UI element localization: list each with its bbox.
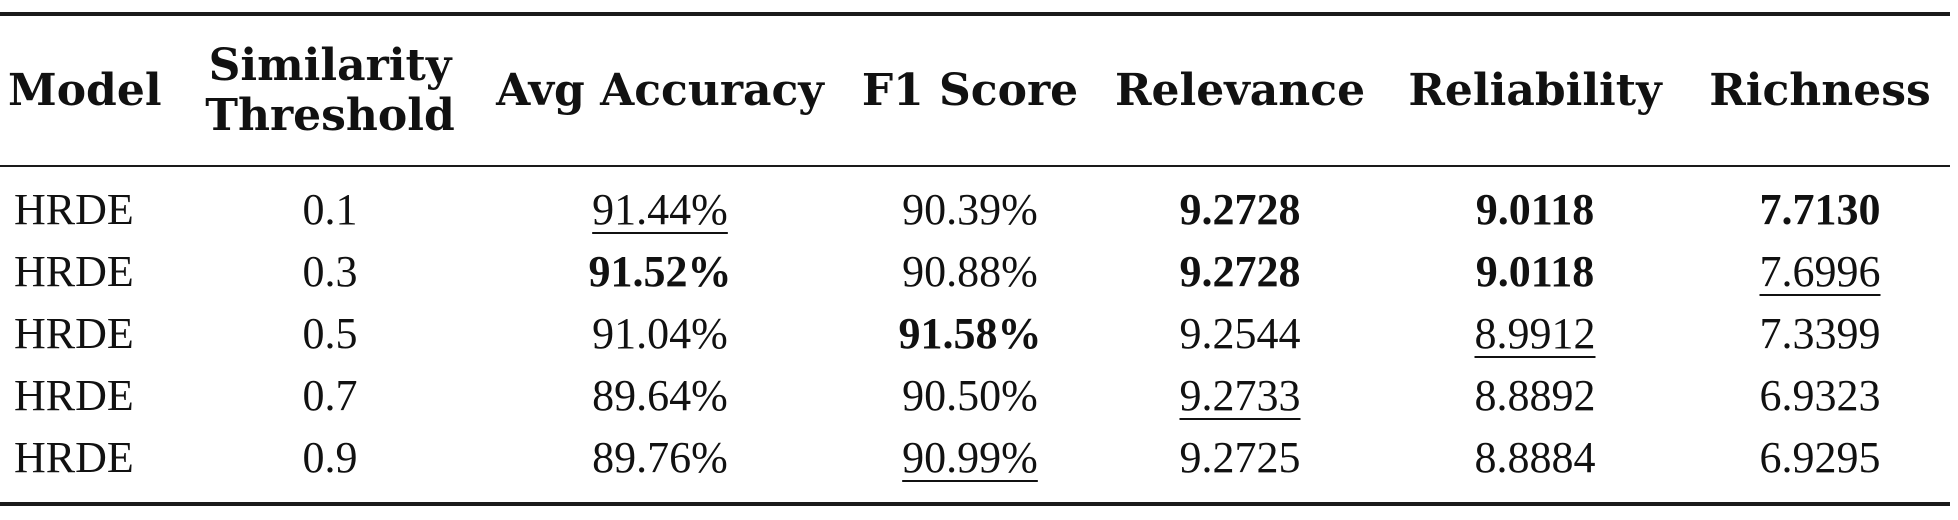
row2-threshold: 0.3 [302,246,358,296]
row1-richness: 7.7130 [1759,184,1881,234]
row4-model: HRDE [14,370,134,420]
top-rule [0,12,1950,16]
row4-richness: 6.9323 [1759,370,1881,420]
header-model: Model [8,65,162,116]
row3-f1: 91.58% [898,308,1042,358]
row4-f1: 90.50% [902,370,1038,420]
header-rule [0,165,1950,167]
row4-avg-accuracy: 89.64% [592,370,728,420]
row2-richness-value: 7.6996 [1759,246,1881,296]
row1-threshold: 0.1 [302,184,358,234]
row4-reliability: 8.8892 [1474,370,1596,420]
row2-richness: 7.6996 [1700,240,1940,302]
row2-relevance: 9.2728 [1179,246,1301,296]
header-threshold-line2: Threshold [205,90,455,141]
row4-threshold: 0.7 [302,370,358,420]
row3-richness: 7.3399 [1759,308,1881,358]
row3-reliability-value: 8.9912 [1474,308,1596,358]
header-richness: Richness [1709,65,1931,116]
row1-avg-accuracy-value: 91.44% [592,184,728,234]
header-reliability: Reliability [1408,65,1662,116]
row2-model: HRDE [14,246,134,296]
row3-reliability: 8.9912 [1400,302,1670,364]
bottom-rule [0,502,1950,506]
row5-richness: 6.9295 [1759,432,1881,482]
row1-reliability: 9.0118 [1475,184,1595,234]
row1-relevance: 9.2728 [1179,184,1301,234]
row3-avg-accuracy: 91.04% [592,308,728,358]
row2-reliability: 9.0118 [1475,246,1595,296]
header-avg-accuracy: Avg Accuracy [496,65,824,116]
row5-reliability: 8.8884 [1474,432,1596,482]
row1-model: HRDE [14,184,134,234]
row5-f1: 90.99% [860,426,1080,488]
row4-relevance-value: 9.2733 [1179,370,1301,420]
row5-model: HRDE [14,432,134,482]
header-threshold-line1: Similarity [208,40,452,91]
row3-relevance: 9.2544 [1179,308,1301,358]
row5-f1-value: 90.99% [902,432,1038,482]
row2-f1: 90.88% [902,246,1038,296]
row4-relevance: 9.2733 [1110,364,1370,426]
row3-threshold: 0.5 [302,308,358,358]
header-f1-score: F1 Score [861,65,1079,116]
row3-model: HRDE [14,308,134,358]
header-similarity-threshold: Similarity Threshold [190,20,470,162]
header-relevance: Relevance [1114,65,1366,116]
row1-avg-accuracy: 91.44% [490,178,830,240]
row2-avg-accuracy: 91.52% [588,246,732,296]
row1-f1: 90.39% [902,184,1038,234]
row5-threshold: 0.9 [302,432,358,482]
row5-relevance: 9.2725 [1179,432,1301,482]
row5-avg-accuracy: 89.76% [592,432,728,482]
